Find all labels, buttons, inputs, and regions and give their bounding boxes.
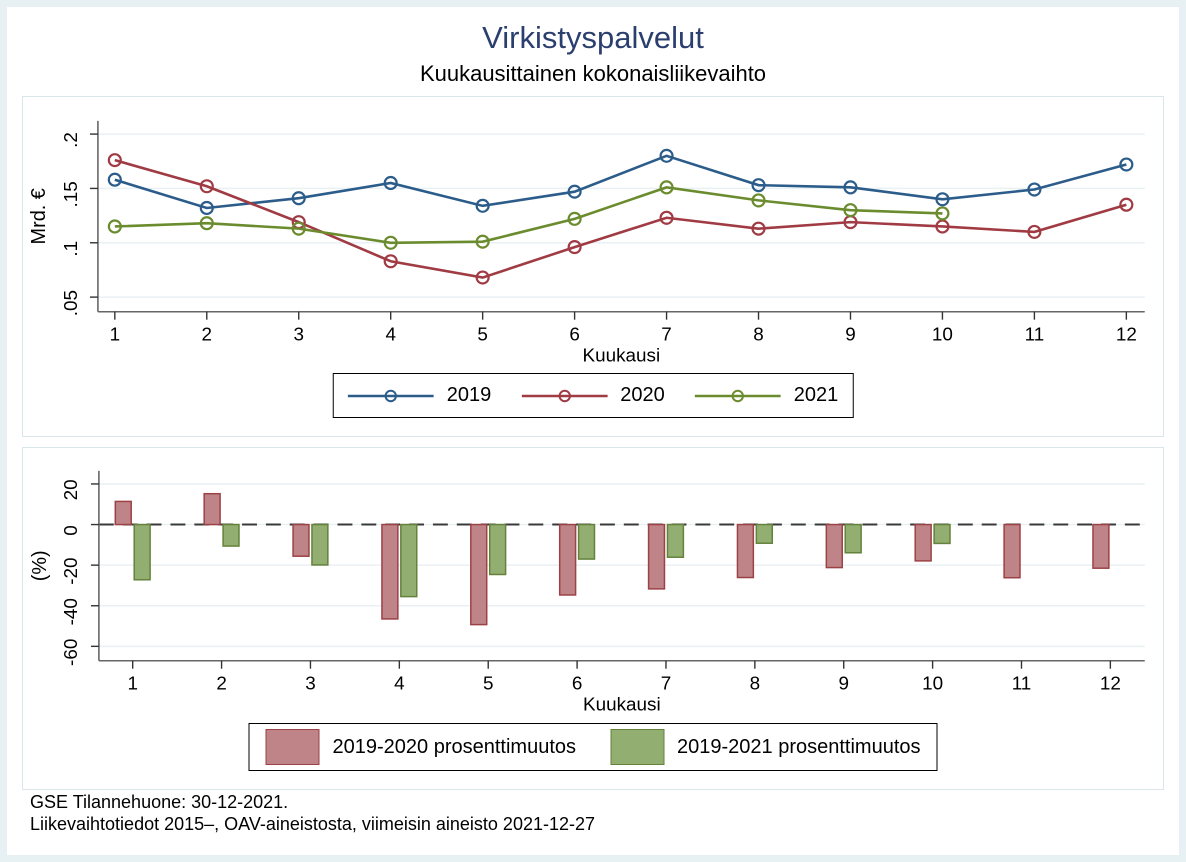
svg-text:.15: .15: [61, 181, 82, 207]
legend-label-2020: 2020: [620, 384, 665, 406]
svg-text:6: 6: [569, 325, 580, 346]
svg-text:11: 11: [1012, 674, 1032, 695]
line-sample-2019-icon: [347, 389, 434, 402]
bar-sample-1920-icon: [265, 729, 320, 765]
legend-label-1920: 2019-2020 prosenttimuutos: [332, 735, 577, 758]
svg-text:Mrd. €: Mrd. €: [28, 188, 50, 244]
svg-text:-20: -20: [61, 557, 82, 584]
svg-text:-60: -60: [61, 639, 82, 666]
line-chart-panel: .05.1.15.2 1 2 3 4 5 6 7 8 9 10 11 12 Kuukausi Mrd. € …: [22, 96, 1164, 437]
svg-text:10: 10: [932, 325, 953, 346]
legend-entry-2019: 2019: [347, 384, 492, 407]
svg-text:11: 11: [1025, 325, 1045, 346]
svg-text:-40: -40: [61, 598, 82, 625]
svg-text:7: 7: [661, 674, 672, 695]
svg-text:4: 4: [394, 674, 405, 695]
line-chart-legend: 2019 2020 2021: [332, 373, 854, 418]
page-title: Virkistyspalvelut: [482, 20, 704, 55]
svg-text:.2: .2: [61, 132, 82, 148]
svg-text:6: 6: [572, 674, 583, 695]
svg-text:8: 8: [750, 674, 761, 695]
legend-entry-1920: 2019-2020 prosenttimuutos: [265, 729, 577, 765]
svg-text:9: 9: [845, 325, 856, 346]
line-sample-2020-icon: [521, 389, 608, 402]
source-note-line1: GSE Tilannehuone: 30-12-2021.: [30, 792, 289, 812]
bar-chart-panel: 20 0 -20 -40 -60 1 2 3 4 5 6 7 8 9 10 11 12 Kuukausi (%) 2…: [22, 447, 1164, 790]
svg-text:8: 8: [753, 325, 764, 346]
legend-label-1921: 2019-2021 prosenttimuutos: [677, 735, 921, 758]
line-sample-2021-icon: [694, 389, 781, 402]
svg-text:2: 2: [202, 325, 213, 346]
legend-label-2019: 2019: [446, 384, 492, 406]
svg-text:9: 9: [838, 674, 849, 695]
svg-text:1: 1: [127, 674, 138, 695]
svg-text:Kuukausi: Kuukausi: [583, 694, 661, 715]
svg-text:1: 1: [110, 325, 120, 346]
svg-text:7: 7: [661, 325, 672, 346]
svg-text:20: 20: [61, 479, 82, 500]
svg-text:10: 10: [922, 674, 943, 695]
svg-text:.1: .1: [61, 241, 82, 257]
svg-text:.05: .05: [61, 290, 82, 316]
svg-text:3: 3: [305, 674, 316, 695]
legend-entry-1921: 2019-2021 prosenttimuutos: [610, 729, 921, 765]
page-subtitle: Kuukausittainen kokonaisliikevaihto: [419, 61, 767, 86]
svg-text:12: 12: [1100, 674, 1121, 695]
source-note-line2: Liikevaihtotiedot 2015–, OAV-aineistosta…: [30, 814, 596, 834]
svg-text:5: 5: [483, 674, 494, 695]
svg-text:4: 4: [385, 325, 396, 346]
svg-text:Kuukausi: Kuukausi: [583, 345, 661, 366]
legend-entry-2020: 2020: [521, 384, 665, 407]
svg-text:2: 2: [216, 674, 227, 695]
legend-label-2021: 2021: [793, 384, 839, 406]
source-note: GSE Tilannehuone: 30-12-2021. Liikevaiht…: [30, 791, 595, 835]
svg-text:12: 12: [1116, 325, 1137, 346]
svg-text:(%): (%): [29, 550, 51, 581]
bar-chart-legend: 2019-2020 prosenttimuutos 2019-2021 pros…: [248, 723, 938, 771]
svg-text:0: 0: [61, 525, 82, 536]
legend-entry-2021: 2021: [694, 384, 839, 407]
svg-text:3: 3: [293, 325, 304, 346]
bar-sample-1921-icon: [610, 729, 664, 765]
svg-text:5: 5: [477, 325, 488, 346]
